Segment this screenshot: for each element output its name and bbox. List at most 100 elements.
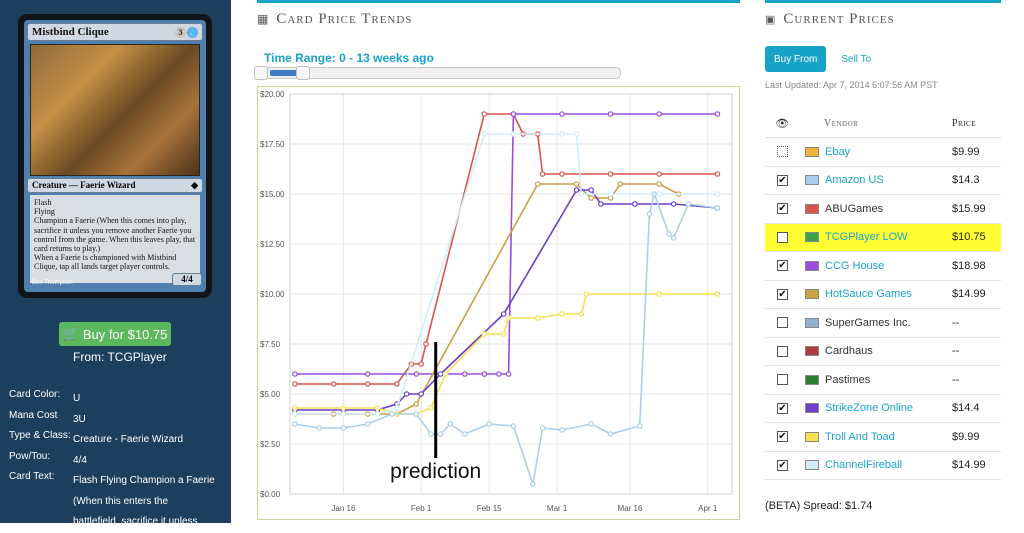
vendor-row: TCGPlayer LOW $10.75 [765, 223, 1001, 252]
vendor-price: $10.75 [952, 231, 986, 244]
buy-button[interactable]: 🛒 Buy for $10.75 [59, 322, 171, 346]
vendor-color-swatch [805, 232, 819, 243]
data-point [437, 431, 444, 437]
data-point [670, 201, 677, 207]
data-point [714, 205, 721, 211]
buy-from-label: From: TCGPlayer [73, 350, 167, 364]
last-updated: Last Updated: Apr 7, 2014 6:07:56 AM PST [765, 80, 938, 90]
data-point [588, 187, 594, 193]
data-point [316, 425, 322, 431]
vendor-row: ✔ StrikeZone Online $14.4 [765, 395, 1001, 423]
vendor-color-swatch [805, 403, 819, 414]
vendor-color-swatch [805, 146, 819, 157]
slider-handle-start[interactable] [254, 66, 268, 80]
vendor-checkbox[interactable] [777, 345, 788, 357]
vendor-checkbox[interactable]: ✔ [777, 402, 788, 414]
vendor-name[interactable]: Ebay [825, 145, 851, 158]
data-point [389, 411, 395, 417]
series-line [294, 191, 718, 485]
vendor-name[interactable]: HotSauce Games [825, 288, 912, 301]
data-point [481, 331, 488, 337]
vendor-name[interactable]: ChannelFireball [825, 459, 903, 472]
vendor-color-swatch [805, 203, 819, 214]
vendor-color-swatch [805, 175, 819, 186]
vendor-name[interactable]: Troll And Toad [825, 430, 895, 443]
price-chart: $0.00 $2.50 $5.00 $7.50 $10.00 $12.50 $15.00 $1… [257, 86, 740, 520]
trends-title: ▦ Card Price Trends [257, 11, 413, 27]
time-range-slider[interactable] [254, 66, 621, 80]
panel-accent-bar [765, 0, 1001, 3]
data-point [364, 371, 371, 377]
vendor-color-swatch [805, 317, 819, 328]
data-point [374, 405, 381, 411]
data-point [340, 405, 347, 411]
vendor-row: Pastimes -- [765, 366, 1001, 395]
vendor-checkbox[interactable] [777, 146, 788, 158]
vendor-checkbox[interactable]: ✔ [777, 203, 788, 215]
data-point [481, 111, 488, 117]
vendor-checkbox[interactable]: ✔ [777, 459, 788, 471]
vendor-name[interactable]: StrikeZone Online [825, 402, 914, 415]
card-sidebar: Mistbind Clique 3 💧 Creature — Faerie Wi… [0, 0, 231, 527]
vendor-checkbox[interactable]: ✔ [777, 174, 788, 186]
data-point [656, 291, 662, 297]
tab-buy-from[interactable]: Buy From [765, 46, 827, 72]
slider-handle-end[interactable] [296, 66, 310, 80]
data-point [573, 131, 580, 137]
data-point [714, 191, 721, 197]
vendor-color-swatch [805, 374, 819, 385]
x-tick-label: Feb 15 [477, 504, 502, 513]
data-point [481, 371, 488, 377]
vendor-checkbox[interactable] [777, 317, 788, 329]
data-point [505, 371, 512, 377]
data-point [340, 425, 347, 431]
vendor-checkbox[interactable]: ✔ [777, 288, 788, 300]
data-point [481, 131, 488, 137]
vendor-row: ✔ ABUGames $15.99 [765, 195, 1001, 224]
vendor-color-swatch [805, 460, 819, 471]
data-point [413, 401, 420, 407]
data-point [588, 195, 594, 201]
data-point [292, 381, 298, 387]
card-details: Card Color: U Mana Cost 3U Type & Class: Cr… [9, 389, 215, 527]
data-point [442, 371, 449, 377]
data-point [559, 131, 565, 137]
y-tick-label: $7.50 [260, 340, 281, 349]
vendor-price: $9.99 [952, 430, 980, 443]
series-line [294, 183, 679, 415]
vendor-checkbox[interactable] [777, 374, 788, 386]
data-point [394, 381, 400, 387]
vendor-checkbox[interactable]: ✔ [777, 431, 788, 443]
data-point [656, 171, 662, 177]
card-type-bar: Creature — Faerie Wizard ◆ [27, 178, 203, 193]
vendor-name[interactable]: Amazon US [825, 174, 884, 187]
plot-area [289, 93, 733, 495]
vendor-name[interactable]: TCGPlayer LOW [825, 231, 908, 244]
money-icon: ▣ [765, 14, 777, 26]
vendor-name: Pastimes [825, 373, 871, 386]
data-point [632, 201, 638, 207]
vendor-price: $14.99 [952, 459, 986, 472]
vendor-checkbox[interactable]: ✔ [777, 260, 788, 272]
mana-generic-icon: 3 [175, 26, 186, 38]
data-point [500, 311, 507, 317]
data-point [573, 187, 580, 193]
data-point [714, 291, 721, 297]
price-spread: (BETA) Spread: $1.74 [765, 500, 873, 512]
data-point [636, 423, 643, 429]
tab-sell-to[interactable]: Sell To [841, 53, 872, 65]
data-point [607, 431, 614, 437]
data-point [292, 421, 298, 427]
vendor-name[interactable]: CCG House [825, 259, 885, 272]
data-point [646, 211, 653, 217]
data-point [666, 231, 672, 237]
series-line [294, 293, 718, 415]
x-tick-label: Jan 16 [331, 504, 356, 513]
data-point [714, 111, 721, 117]
card-art [30, 44, 200, 176]
eye-icon: 👁 [775, 117, 790, 130]
data-point [607, 111, 614, 117]
data-point [559, 311, 565, 317]
vendor-checkbox[interactable] [777, 231, 788, 243]
data-point [418, 361, 424, 367]
